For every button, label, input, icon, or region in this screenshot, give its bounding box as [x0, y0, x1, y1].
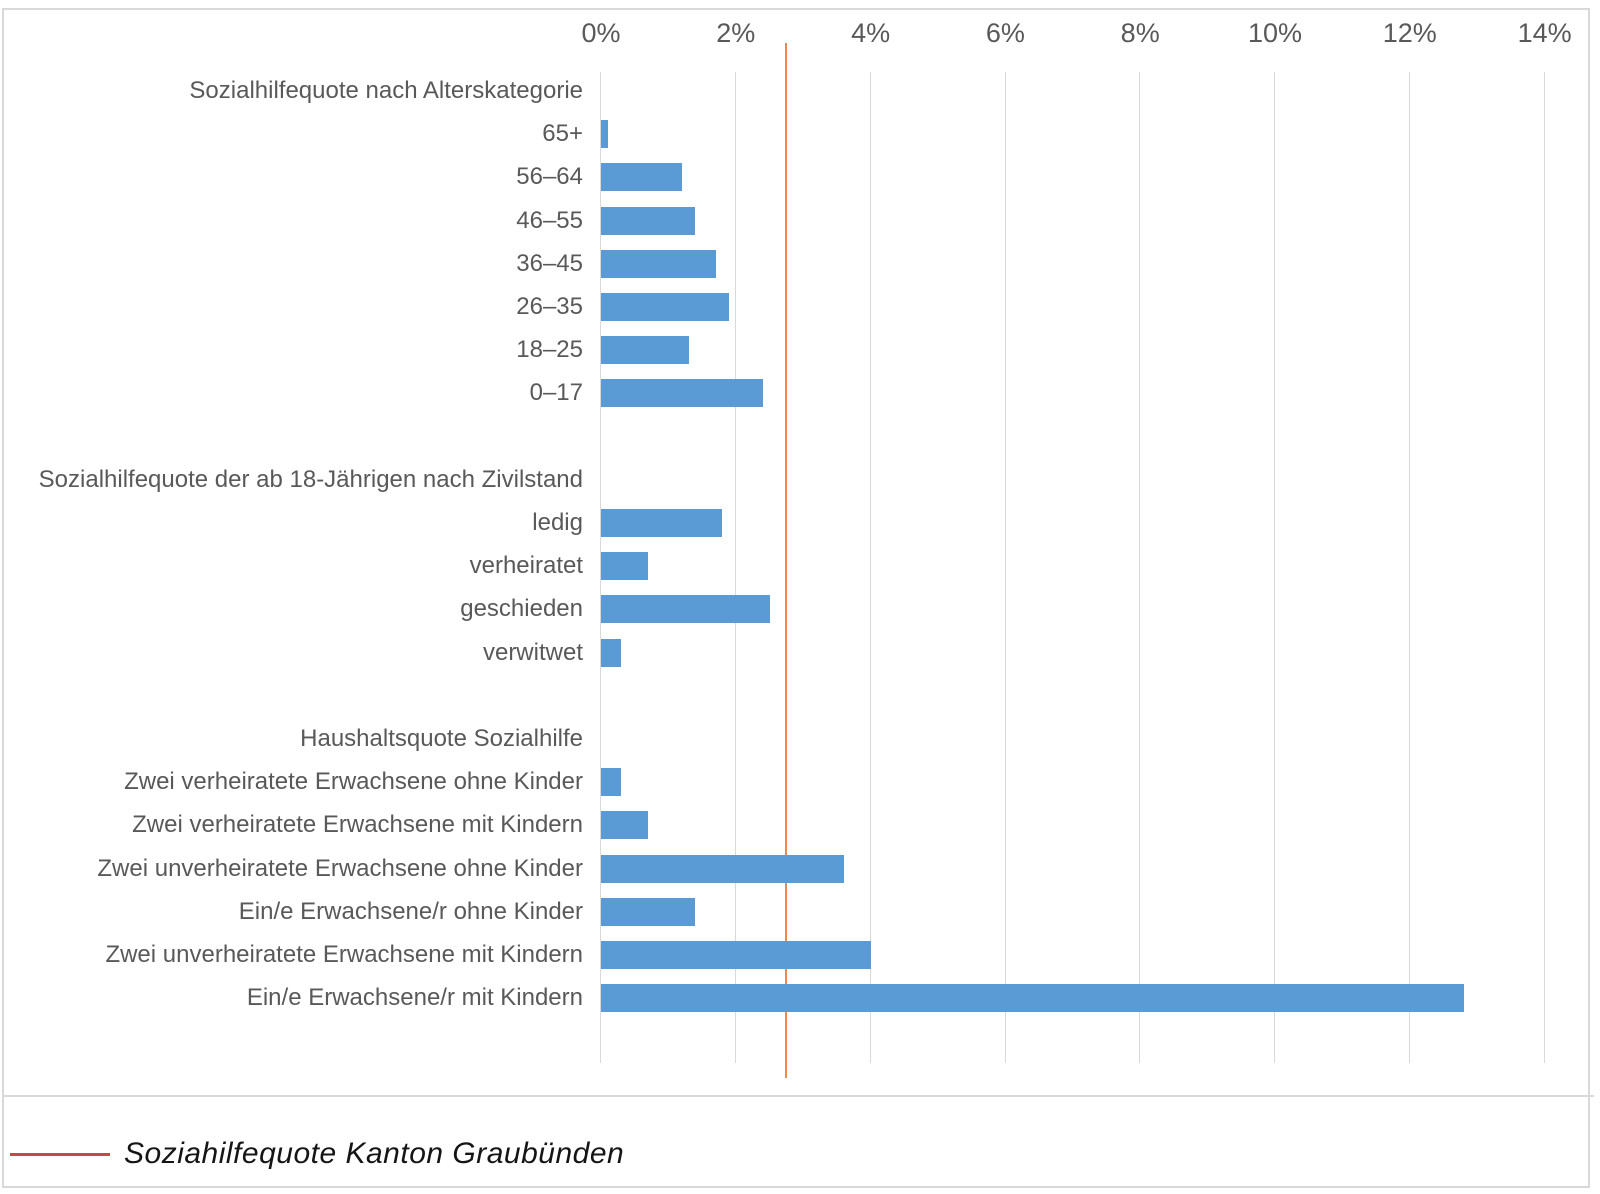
- bar: [601, 638, 622, 667]
- bar: [601, 941, 871, 969]
- category-label: 18–25: [516, 336, 583, 364]
- x-axis-tick-label: 10%: [1247, 18, 1303, 48]
- category-label: 36–45: [516, 249, 583, 277]
- x-axis-tick-label: 14%: [1517, 18, 1572, 48]
- category-label: Ein/e Erwachsene/r ohne Kinder: [238, 897, 583, 925]
- category-label: Zwei unverheiratete Erwachsene mit Kinde…: [105, 941, 583, 968]
- x-axis-tick-label: 0%: [581, 18, 621, 48]
- bar: [601, 120, 608, 149]
- group-header: Haushaltsquote Sozialhilfe: [300, 725, 583, 752]
- group-header: Sozialhilfequote nach Alterskategorie: [189, 77, 583, 104]
- bar: [601, 336, 689, 365]
- bar: [601, 595, 770, 624]
- bar: [601, 206, 696, 235]
- gridline: [1543, 72, 1545, 1063]
- bar: [601, 854, 844, 883]
- bar: [601, 249, 716, 278]
- category-label: 65+: [542, 120, 583, 148]
- gridline: [1409, 72, 1411, 1063]
- legend-line-swatch: [10, 1152, 110, 1156]
- category-label: ledig: [532, 509, 583, 536]
- category-label: geschieden: [460, 595, 583, 623]
- x-axis-tick-label: 12%: [1382, 18, 1437, 48]
- bar: [601, 811, 649, 840]
- bar: [601, 379, 763, 408]
- legend-separator-line: [2, 1095, 1594, 1097]
- legend: Soziahilfequote Kanton Graubünden: [10, 1132, 624, 1176]
- legend-label: Soziahilfequote Kanton Graubünden: [124, 1137, 625, 1170]
- category-label: Zwei verheiratete Erwachsene mit Kindern: [132, 811, 583, 839]
- category-label: Zwei unverheiratete Erwachsene ohne Kind…: [97, 854, 583, 882]
- group-header: Sozialhilfequote der ab 18-Jährigen nach…: [38, 465, 583, 493]
- x-axis-tick-label: 4%: [851, 18, 891, 48]
- category-label: 0–17: [529, 379, 583, 407]
- bar: [601, 509, 723, 537]
- gridline: [735, 72, 737, 1063]
- gridline: [1139, 72, 1141, 1063]
- x-axis-tick-label: 8%: [1120, 18, 1160, 48]
- reference-line: [785, 43, 788, 1078]
- bar: [601, 163, 682, 192]
- x-axis-tick-label: 2%: [716, 18, 756, 48]
- bar: [601, 552, 649, 581]
- category-label: 26–35: [516, 293, 583, 320]
- category-label: Ein/e Erwachsene/r mit Kindern: [246, 984, 583, 1012]
- x-axis-tick-label: 6%: [985, 18, 1025, 48]
- category-label: verheiratet: [469, 552, 583, 580]
- gridline: [1274, 72, 1276, 1063]
- category-label: Zwei verheiratete Erwachsene ohne Kinder: [124, 768, 583, 796]
- bar: [601, 768, 622, 797]
- bar: [601, 293, 730, 321]
- category-label: verwitwet: [482, 638, 583, 666]
- gridline: [869, 72, 871, 1063]
- category-label: 46–55: [516, 206, 583, 234]
- bar: [601, 984, 1464, 1013]
- gridline: [1004, 72, 1006, 1063]
- gridline: [600, 72, 602, 1063]
- bar: [601, 897, 696, 926]
- category-label: 56–64: [516, 163, 583, 191]
